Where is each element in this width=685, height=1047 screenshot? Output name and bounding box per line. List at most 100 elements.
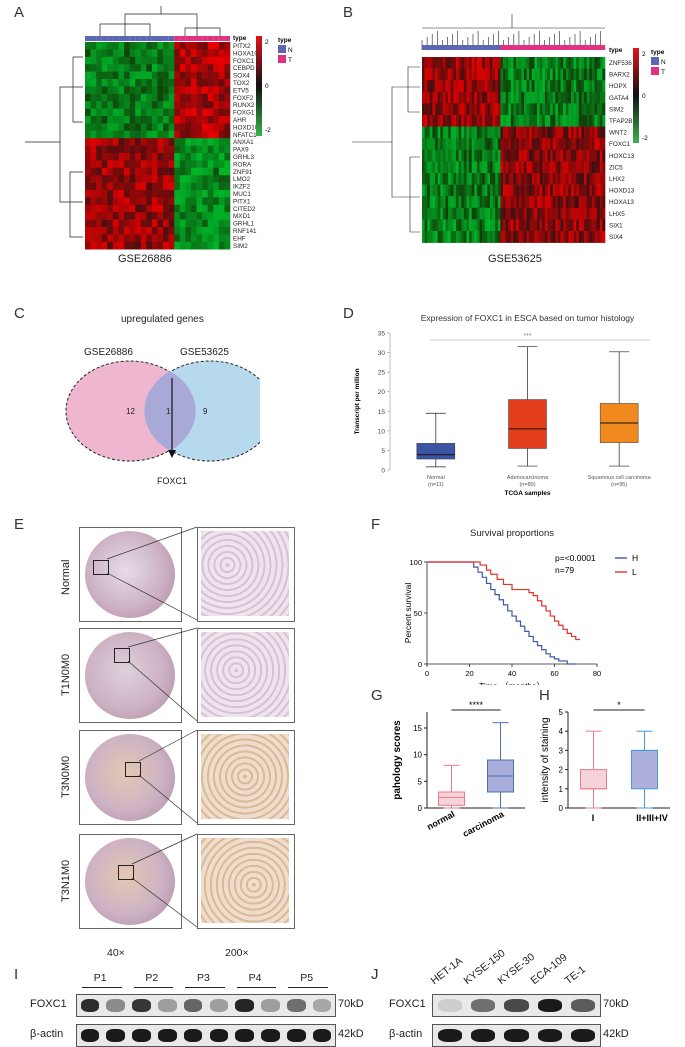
- heatmap-cell: [213, 175, 220, 183]
- heatmap-cell: [544, 103, 548, 116]
- type-bar-cell: [163, 36, 169, 41]
- heatmap-cell: [563, 184, 567, 197]
- heatmap-cell: [495, 196, 499, 209]
- heatmap-cell: [565, 173, 569, 185]
- heatmap-cell: [146, 241, 153, 250]
- heatmap-cell: [179, 182, 186, 191]
- heatmap-cell: [489, 138, 493, 151]
- heatmap-cell: [471, 207, 475, 220]
- heatmap-cell: [455, 196, 459, 209]
- heatmap-cell: [526, 103, 530, 116]
- heatmap-cell: [218, 234, 225, 243]
- heatmap-cell: [563, 103, 567, 116]
- gene-label: RUNX2: [233, 102, 255, 109]
- heatmap-cell: [146, 101, 153, 109]
- heatmap-cell: [497, 138, 501, 151]
- type-bar-cell: [458, 45, 462, 50]
- color-scale-tick: -2: [642, 135, 648, 142]
- heatmap-cell: [442, 231, 446, 243]
- heatmap-cell: [492, 91, 496, 104]
- heatmap-cell: [550, 184, 554, 197]
- heatmap-cell: [492, 184, 496, 197]
- heatmap-cell: [523, 68, 527, 81]
- heatmap-cell: [482, 149, 486, 162]
- heatmap-cell: [427, 161, 431, 174]
- heatmap-cell: [453, 68, 457, 81]
- heatmap-cell: [568, 231, 572, 243]
- heatmap-cell: [185, 145, 192, 154]
- heatmap-cell: [448, 149, 452, 162]
- heatmap-cell: [450, 207, 454, 220]
- heatmap-cell: [218, 160, 225, 169]
- heatmap-cell: [487, 115, 491, 127]
- heatmap-cell: [560, 161, 564, 174]
- heatmap-cell: [450, 103, 454, 116]
- heatmap-cell: [207, 160, 214, 169]
- heatmap-cell: [526, 149, 530, 162]
- heatmap-cell: [202, 130, 208, 139]
- heatmap-cell: [90, 234, 97, 243]
- heatmap-cell: [576, 196, 580, 209]
- heatmap-cell: [505, 68, 509, 81]
- heatmap-cell: [463, 126, 467, 139]
- heatmap-cell: [179, 123, 186, 132]
- heatmap-cell: [484, 231, 488, 243]
- heatmap-cell: [552, 138, 556, 151]
- heatmap-cell: [461, 196, 465, 209]
- heatmap-cell: [542, 103, 546, 116]
- heatmap-cell: [555, 196, 559, 209]
- heatmap-cell: [489, 91, 493, 104]
- heatmap-cell: [547, 91, 551, 104]
- heatmap-cell: [557, 80, 561, 93]
- heatmap-cell: [594, 57, 598, 69]
- heatmap-cell: [555, 68, 559, 81]
- heatmap-cell: [146, 227, 153, 235]
- heatmap-cell: [224, 64, 231, 72]
- heatmap-cell: [224, 86, 231, 95]
- gene-label: LHX2: [609, 176, 625, 183]
- heatmap-cell: [213, 86, 220, 95]
- heatmap-cell: [542, 138, 546, 151]
- heatmap-cell: [479, 196, 483, 209]
- heatmap-cell: [503, 184, 506, 197]
- heatmap-cell: [124, 212, 130, 220]
- heatmap-cell: [207, 108, 214, 117]
- heatmap-cell: [526, 207, 530, 220]
- heatmap-cell: [424, 173, 428, 185]
- heatmap-cell: [168, 234, 175, 243]
- heatmap-cell: [129, 212, 136, 220]
- y-tick-label: 0: [559, 804, 564, 813]
- heatmap-cell: [96, 71, 103, 80]
- heatmap-cell: [510, 138, 514, 151]
- gene-label: FOXG1: [233, 110, 255, 117]
- heatmap-cell: [90, 71, 97, 80]
- heatmap-cell: [202, 234, 208, 243]
- heatmap-cell: [218, 204, 225, 213]
- heatmap-cell: [531, 196, 535, 209]
- heatmap-cell: [107, 64, 114, 72]
- significance-marker: *: [617, 700, 621, 710]
- heatmap-cell: [190, 212, 197, 220]
- heatmap-cell: [190, 49, 197, 58]
- heatmap-cell: [151, 130, 158, 139]
- heatmap-cell: [151, 123, 158, 132]
- heatmap-cell: [597, 68, 601, 81]
- heatmap-cell: [202, 204, 208, 213]
- heatmap-cell: [568, 126, 572, 139]
- heatmap-cell: [442, 91, 446, 104]
- zoom-connector: [106, 526, 198, 621]
- heatmap-cell: [163, 234, 169, 243]
- heatmap-cell: [484, 68, 488, 81]
- venn-gene-label: FOXC1: [157, 476, 188, 486]
- type-bar-cell: [581, 45, 585, 50]
- heatmap-cell: [581, 173, 585, 185]
- heatmap-cell: [85, 101, 91, 109]
- type-bar-cell: [424, 45, 428, 50]
- heatmap-cell: [112, 160, 119, 169]
- heatmap-cell: [450, 149, 454, 162]
- heatmap-cell: [542, 80, 546, 93]
- heatmap-cell: [466, 68, 470, 81]
- heatmap-cell: [599, 138, 603, 151]
- heatmap-cell: [589, 184, 593, 197]
- heatmap-cell: [516, 57, 520, 69]
